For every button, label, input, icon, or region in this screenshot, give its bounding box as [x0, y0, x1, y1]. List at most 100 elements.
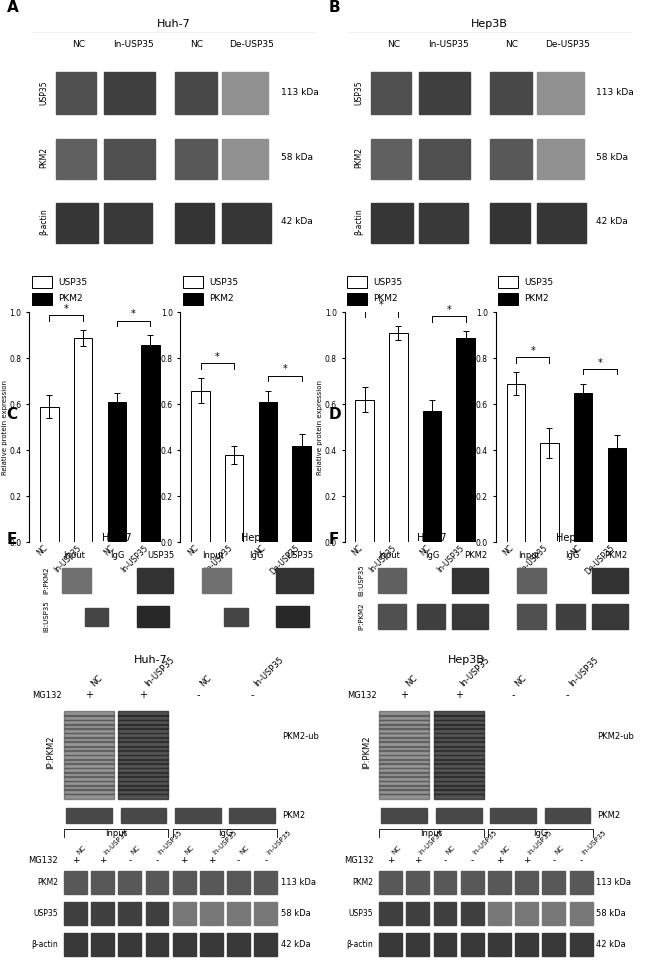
Bar	[91, 902, 114, 924]
Bar	[254, 902, 278, 924]
Text: β-actin: β-actin	[39, 208, 48, 234]
Bar	[64, 771, 114, 777]
Bar	[379, 785, 429, 790]
Bar	[40, 407, 58, 542]
Bar	[64, 724, 114, 729]
Text: +: +	[414, 857, 422, 865]
Text: NC: NC	[499, 844, 511, 856]
Bar	[64, 733, 114, 738]
Bar	[64, 785, 114, 790]
Bar	[91, 933, 114, 955]
Bar	[498, 276, 519, 288]
Text: PKM2: PKM2	[597, 811, 620, 820]
Bar	[222, 73, 268, 114]
Bar	[434, 771, 484, 777]
Text: D: D	[328, 407, 341, 421]
Bar	[57, 138, 96, 178]
Bar	[64, 780, 114, 786]
Text: A: A	[6, 0, 18, 15]
Bar	[259, 402, 277, 542]
Bar	[379, 759, 429, 764]
Text: De-USP35: De-USP35	[545, 40, 590, 49]
Bar	[422, 411, 441, 542]
Text: De-USP35: De-USP35	[229, 40, 274, 49]
Bar	[118, 763, 168, 769]
Bar	[379, 780, 429, 786]
Bar	[118, 741, 168, 746]
Y-axis label: Relative protein expression: Relative protein expression	[153, 379, 159, 474]
Text: Hep3B: Hep3B	[471, 19, 508, 29]
Bar	[146, 871, 168, 893]
Bar	[379, 733, 429, 738]
Bar	[379, 724, 429, 729]
Text: NC: NC	[130, 844, 141, 856]
Bar	[64, 789, 114, 795]
Bar	[434, 780, 484, 786]
Bar	[104, 203, 152, 243]
Text: Hep3B: Hep3B	[448, 655, 484, 665]
Bar	[136, 606, 169, 627]
Text: NC: NC	[513, 673, 528, 688]
Bar	[64, 754, 114, 760]
Bar	[488, 902, 511, 924]
Text: MG132: MG132	[347, 691, 377, 700]
Text: +: +	[99, 857, 107, 865]
Text: NC: NC	[506, 40, 519, 49]
Bar	[406, 902, 429, 924]
Bar	[461, 933, 484, 955]
Bar	[498, 292, 519, 305]
Text: USP35: USP35	[349, 909, 374, 918]
Text: -: -	[471, 857, 474, 865]
Text: 113 kDa: 113 kDa	[281, 878, 316, 887]
Text: NC: NC	[404, 673, 419, 688]
Bar	[434, 737, 484, 742]
Bar	[434, 724, 484, 729]
Bar	[120, 808, 166, 823]
Bar	[200, 933, 223, 955]
Text: In-USP35: In-USP35	[144, 654, 177, 688]
Bar	[118, 768, 168, 772]
Bar	[379, 776, 429, 781]
Bar	[434, 711, 484, 716]
Bar	[419, 138, 470, 178]
Text: B: B	[328, 0, 340, 15]
Bar	[515, 871, 538, 893]
Bar	[183, 276, 203, 288]
Text: USP35: USP35	[147, 551, 174, 560]
Text: *: *	[131, 310, 136, 319]
Bar	[506, 383, 525, 542]
Text: NC: NC	[554, 844, 566, 856]
Text: Input: Input	[518, 551, 540, 560]
Bar	[379, 763, 429, 769]
Text: USP35: USP35	[209, 278, 238, 287]
Text: In-USP35: In-USP35	[157, 829, 183, 856]
Bar	[378, 568, 406, 592]
Bar	[200, 871, 223, 893]
Bar	[592, 568, 628, 592]
Bar	[434, 759, 484, 764]
Bar	[545, 808, 590, 823]
Bar	[146, 902, 168, 924]
Bar	[434, 871, 456, 893]
Bar	[254, 933, 278, 955]
Text: USP35: USP35	[39, 80, 48, 105]
Bar	[227, 933, 250, 955]
Bar	[118, 902, 141, 924]
Text: 58 kDa: 58 kDa	[281, 909, 311, 918]
Bar	[347, 292, 367, 305]
Bar	[379, 794, 429, 799]
Bar	[434, 728, 484, 734]
Bar	[434, 902, 456, 924]
Bar	[419, 203, 467, 243]
Text: NC: NC	[184, 844, 196, 856]
Text: In-USP35: In-USP35	[428, 40, 469, 49]
Bar	[543, 933, 566, 955]
Text: USP35: USP35	[373, 278, 402, 287]
Bar	[57, 73, 96, 114]
Text: Hep3B: Hep3B	[240, 532, 273, 543]
Bar	[379, 933, 402, 955]
Text: β-actin: β-actin	[346, 940, 374, 949]
Text: -: -	[566, 690, 569, 701]
Bar	[434, 763, 484, 769]
Bar	[118, 715, 168, 720]
